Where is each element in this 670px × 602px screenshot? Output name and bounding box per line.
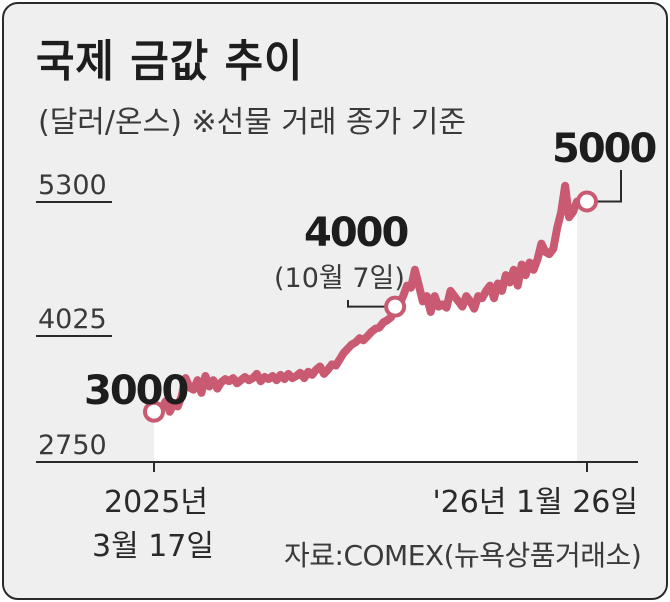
y-tick-label: 4025 <box>38 304 107 335</box>
price-series-line <box>150 181 581 418</box>
annotation-leader-4000 <box>347 300 396 308</box>
chart-title: 국제 금값 추이 <box>36 36 304 87</box>
annotation-value-4000: 4000 <box>304 210 407 256</box>
annotation-point-5000 <box>576 190 598 213</box>
annotation-point-3000 <box>143 400 165 423</box>
x-label-start-year: 2025년 <box>104 485 208 520</box>
source-note: 자료:COMEX(뉴욕상품거래소) <box>284 539 642 572</box>
y-tick-label: 2750 <box>38 430 107 461</box>
y-tick-label: 5300 <box>38 170 107 201</box>
chart-svg: 5300 4025 2750 3000 4000 (10월 7일) 5000 2025년 3월 … <box>36 126 657 564</box>
chart-subtitle: (달러/온스) ※선물 거래 종가 기준 <box>38 105 466 140</box>
annotation-note: (10월 7일) <box>274 263 405 294</box>
x-label-end-date: '26년 1월 26일 <box>432 485 638 520</box>
x-label-start-date: 3월 17일 <box>92 529 214 564</box>
annotation-value-5000: 5000 <box>552 126 655 172</box>
annotation-value-3000: 3000 <box>84 368 187 414</box>
area-fill <box>154 185 577 463</box>
annotation-point-4000 <box>384 295 407 318</box>
annotation-leader-5000 <box>587 170 622 203</box>
